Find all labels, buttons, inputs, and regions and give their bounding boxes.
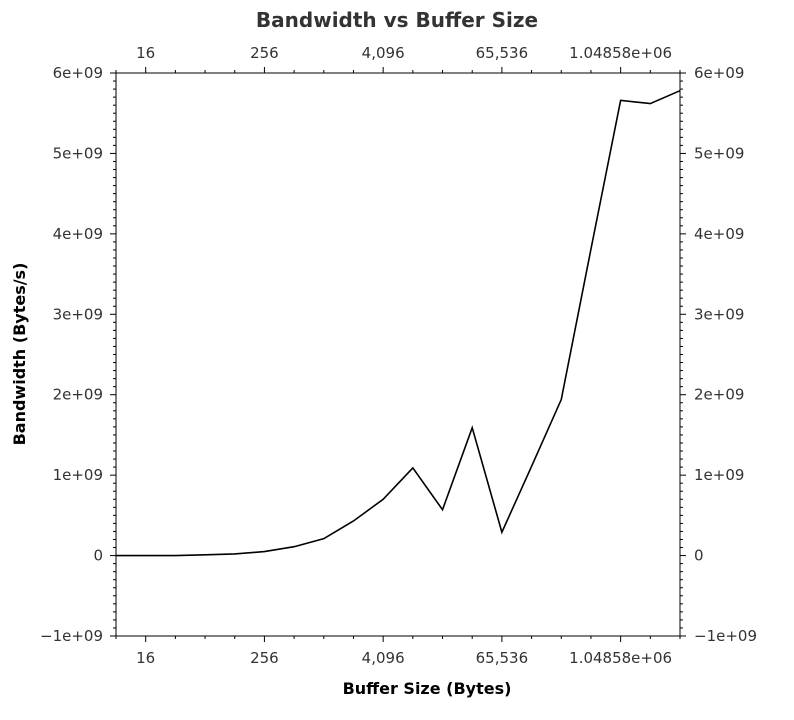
y-axis-label: Bandwidth (Bytes/s)	[10, 263, 29, 446]
y-tick-label-right: 0	[694, 547, 704, 565]
y-tick-label-right: 6e+09	[694, 64, 744, 82]
y-tick-label-left: 2e+09	[53, 386, 103, 404]
x-tick-label-top: 65,536	[476, 44, 529, 62]
y-tick-label-left: 4e+09	[53, 225, 103, 243]
x-tick-label-top: 1.04858e+06	[569, 44, 672, 62]
chart-title: Bandwidth vs Buffer Size	[256, 8, 538, 32]
x-tick-label-bottom: 4,096	[362, 649, 405, 667]
y-tick-label-right: 4e+09	[694, 225, 744, 243]
y-tick-label-right: 2e+09	[694, 386, 744, 404]
bandwidth-series-line	[116, 89, 681, 557]
plot-frame	[115, 72, 681, 637]
x-tick-label-bottom: 65,536	[476, 649, 529, 667]
y-tick-label-left: 1e+09	[53, 466, 103, 484]
x-tick-label-top: 256	[250, 44, 279, 62]
y-tick-label-left: 6e+09	[53, 64, 103, 82]
x-tick-label-bottom: 16	[136, 649, 155, 667]
y-tick-label-right: 5e+09	[694, 144, 744, 162]
y-tick-label-left: 5e+09	[53, 144, 103, 162]
x-tick-label-top: 16	[136, 44, 155, 62]
x-tick-label-bottom: 1.04858e+06	[569, 649, 672, 667]
y-tick-label-left: 3e+09	[53, 305, 103, 323]
x-tick-label-bottom: 256	[250, 649, 279, 667]
y-tick-label-right: 1e+09	[694, 466, 744, 484]
y-tick-label-left: −1e+09	[40, 627, 103, 645]
y-tick-label-left: 0	[93, 547, 103, 565]
y-tick-label-right: 3e+09	[694, 305, 744, 323]
tick-labels: 16 16 256 256 4,096 4,096 65,536 65,536 1.04858e…	[40, 44, 757, 667]
x-axis-label: Buffer Size (Bytes)	[343, 679, 512, 698]
x-tick-label-top: 4,096	[362, 44, 405, 62]
y-tick-label-right: −1e+09	[694, 627, 757, 645]
